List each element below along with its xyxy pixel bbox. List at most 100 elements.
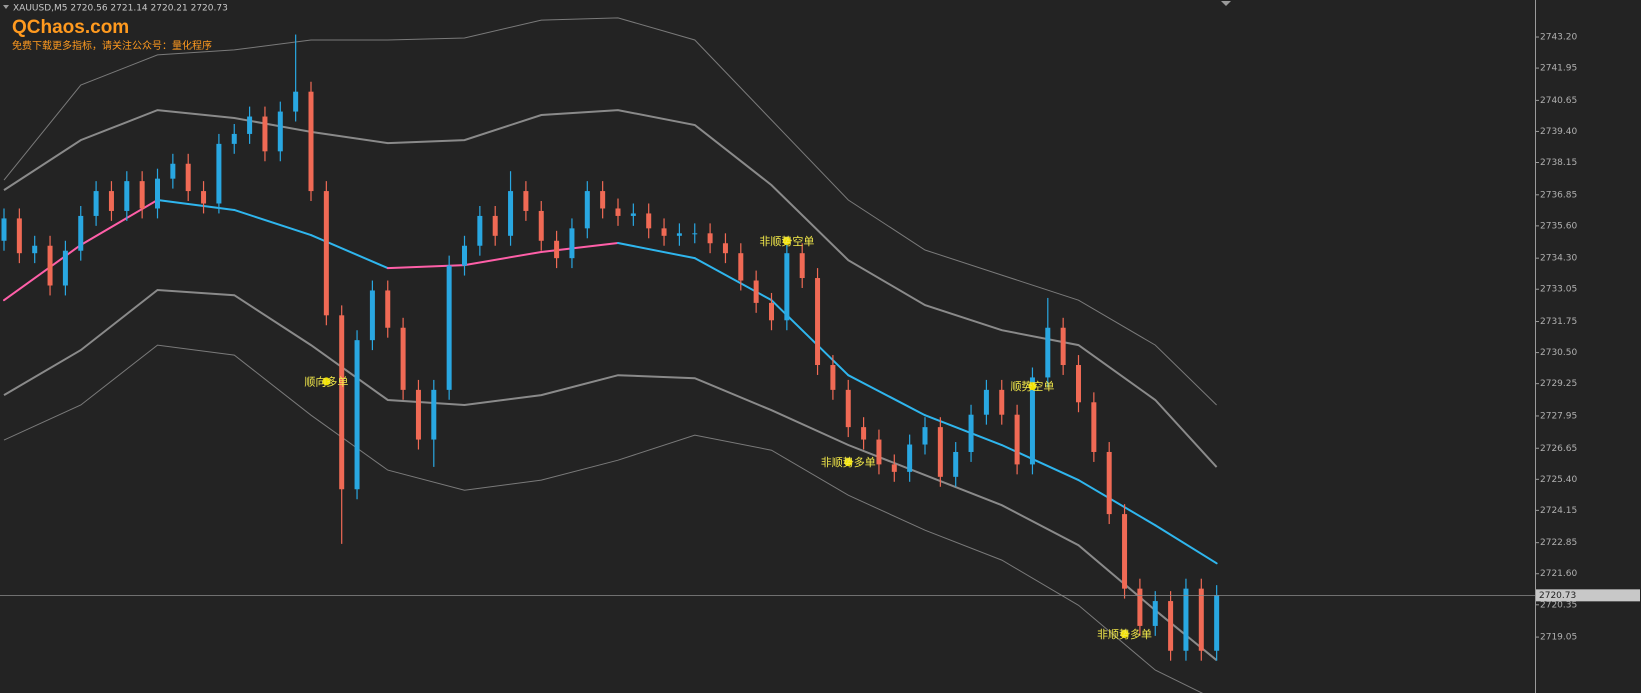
signal-label: 非顺势空单 (759, 234, 814, 248)
signal-icon (844, 458, 853, 467)
band-line (3, 344, 1204, 693)
candle-body (293, 91, 299, 112)
signal-icon (322, 377, 331, 386)
menu-arrow[interactable] (3, 5, 9, 9)
candle-body (354, 340, 360, 490)
candle-body (1, 218, 7, 241)
y-tick-label: 2743.20 (1540, 33, 1577, 43)
trend-line-segment (847, 374, 926, 417)
candle-body (937, 427, 943, 477)
candle-body (861, 427, 867, 440)
candle-body (47, 245, 53, 286)
candle-body (155, 178, 160, 209)
candle-body (277, 111, 283, 152)
y-tick-label: 2734.30 (1540, 254, 1577, 264)
candle-body (508, 191, 514, 236)
trend-line-segment (156, 199, 236, 211)
trend-line-segment (770, 299, 850, 377)
band-line (3, 288, 1218, 661)
candle-body (446, 265, 452, 390)
y-tick-label: 2719.05 (1540, 633, 1577, 643)
trend-line-segment (924, 414, 1003, 447)
candle-body (108, 191, 114, 211)
price-label-box (1536, 589, 1640, 602)
candle-body (201, 191, 207, 204)
y-tick-label: 2725.40 (1540, 475, 1577, 485)
y-tick-label: 2726.65 (1540, 444, 1577, 454)
candle-body (323, 191, 329, 316)
candle-body (308, 91, 314, 192)
candle-body (415, 389, 421, 440)
candle-body (600, 191, 606, 209)
signal-label: 非顺势多单 (1097, 627, 1152, 641)
candle-body (1137, 588, 1143, 626)
y-tick-label: 2727.95 (1540, 411, 1577, 421)
candle-body (876, 439, 882, 465)
candle-body (523, 191, 529, 211)
candle-body (369, 290, 375, 341)
trend-line-segment (463, 250, 543, 267)
candle-body (799, 253, 805, 279)
trend-line-segment (310, 234, 389, 270)
band-line (3, 109, 1218, 468)
candle-body (124, 181, 130, 211)
candle-body (738, 253, 744, 281)
candle-body (707, 233, 713, 244)
signal-label: 非顺势多单 (821, 455, 876, 469)
candle-body (1091, 402, 1097, 452)
y-tick-label: 2741.95 (1540, 64, 1577, 74)
candle-body (1198, 588, 1204, 651)
candle-body (815, 278, 821, 366)
candle-body (968, 414, 974, 452)
candle-body (62, 250, 68, 286)
candle-body (538, 210, 544, 241)
y-tick-label: 2722.85 (1540, 538, 1577, 548)
candle-body (753, 280, 759, 303)
shift-marker (1221, 1, 1231, 6)
candle-body (262, 116, 268, 152)
candle-body (646, 213, 652, 229)
candle-body (477, 215, 483, 246)
candle-body (16, 218, 22, 254)
candle-body (1045, 327, 1051, 378)
candle-body (1060, 327, 1066, 366)
candle-body (185, 163, 191, 192)
y-tick-label: 2735.60 (1540, 221, 1577, 231)
candle-body (830, 365, 836, 390)
candle-body (722, 243, 728, 254)
trend-line-segment (3, 243, 82, 302)
trend-line-segment (693, 257, 773, 302)
candle-body (845, 389, 851, 428)
watermark-note: 免费下载更多指标，请关注公众号：量化程序 (12, 39, 212, 52)
trend-line-segment (1154, 524, 1218, 565)
candle-body (784, 253, 790, 321)
candle-body (1183, 588, 1189, 651)
candle-body (462, 245, 467, 266)
y-tick-label: 2731.75 (1540, 317, 1577, 327)
signal-icon (1028, 382, 1037, 391)
trend-line-segment (1000, 444, 1080, 482)
candle-body (1076, 365, 1081, 403)
candle-body (1214, 595, 1220, 651)
candle-body (492, 215, 498, 236)
candle-body (1152, 601, 1158, 626)
trend-line-segment (233, 208, 312, 237)
candle-body (93, 191, 99, 216)
candle-body (216, 143, 222, 204)
candle-body (676, 233, 682, 236)
candle-body (170, 163, 176, 179)
candle-body (630, 213, 636, 216)
candle-body (999, 389, 1005, 415)
candle-body (584, 191, 590, 229)
candle-body (400, 327, 406, 390)
trend-line-segment (386, 264, 466, 270)
trend-line-segment (1077, 479, 1157, 527)
y-tick-label: 2738.15 (1540, 158, 1577, 168)
signal-icon (782, 237, 791, 246)
y-tick-label: 2740.65 (1540, 96, 1577, 106)
y-tick-label: 2730.50 (1540, 348, 1577, 358)
candle-body (78, 215, 84, 251)
